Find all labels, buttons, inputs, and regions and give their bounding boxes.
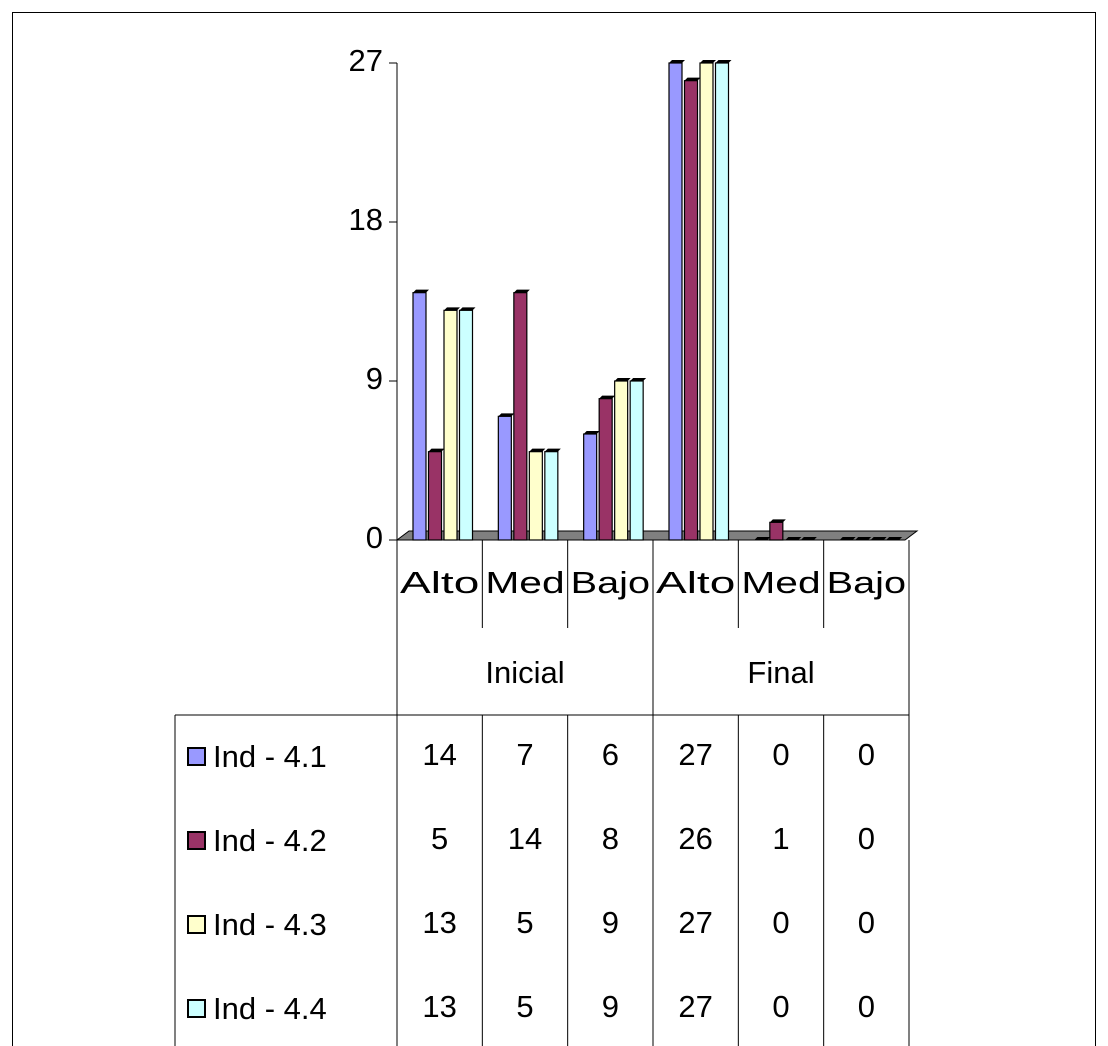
table-value: 14 xyxy=(508,821,542,856)
table-value: 14 xyxy=(422,737,456,772)
bar-top xyxy=(599,395,616,399)
table-value: 0 xyxy=(772,737,789,772)
bar xyxy=(769,521,784,541)
bar-top xyxy=(614,378,631,381)
table-value: 5 xyxy=(516,989,533,1024)
bar-top xyxy=(700,60,716,63)
bar-top xyxy=(459,307,476,311)
bar-top xyxy=(669,60,685,63)
bar xyxy=(668,62,683,541)
table-value: 0 xyxy=(772,905,789,940)
bar xyxy=(614,380,629,541)
bar-top xyxy=(444,307,460,311)
table-value: 27 xyxy=(678,905,712,940)
table-value: 13 xyxy=(422,989,456,1024)
bar xyxy=(528,451,543,541)
bar xyxy=(513,292,528,541)
bar-top xyxy=(855,537,872,540)
bar-top xyxy=(428,448,445,452)
table-value: 0 xyxy=(858,737,875,772)
bar-top xyxy=(715,60,732,63)
table-value: 0 xyxy=(858,821,875,856)
bar xyxy=(683,80,699,541)
legend-label: Ind - 4.2 xyxy=(213,823,327,858)
x-tick-label: Alto xyxy=(400,565,479,600)
y-tick-label: 27 xyxy=(349,43,383,78)
bar xyxy=(598,398,613,541)
bar-top xyxy=(785,537,802,540)
x-tick-label: Bajo xyxy=(571,565,650,600)
bar xyxy=(583,433,598,541)
bar xyxy=(443,309,458,541)
floor xyxy=(395,530,919,541)
bar-top xyxy=(544,448,561,452)
legend-key xyxy=(187,915,206,934)
bar-top xyxy=(583,431,600,434)
legend-key xyxy=(187,999,206,1018)
table-value: 27 xyxy=(678,989,712,1024)
bar-top xyxy=(630,378,647,381)
legend-label: Ind - 4.4 xyxy=(213,991,327,1026)
bar xyxy=(412,292,427,541)
x-tick-label: Med xyxy=(485,565,564,600)
legend-label: Ind - 4.3 xyxy=(213,907,327,942)
bar-top xyxy=(498,413,515,417)
table-value: 9 xyxy=(602,905,619,940)
bar xyxy=(714,62,730,541)
y-tick-label: 9 xyxy=(366,361,383,396)
group-label: Inicial xyxy=(485,655,564,690)
bar-top xyxy=(684,77,701,81)
bar-top xyxy=(839,537,856,540)
table-value: 1 xyxy=(772,821,789,856)
group-label: Final xyxy=(747,655,814,690)
bar-top xyxy=(413,289,429,293)
bar-top xyxy=(754,537,771,540)
bar xyxy=(497,415,512,541)
table-value: 8 xyxy=(602,821,619,856)
x-tick-label: Med xyxy=(741,565,820,600)
table-value: 5 xyxy=(516,905,533,940)
bar-top xyxy=(870,537,887,540)
bar-top xyxy=(769,519,786,523)
y-tick-label: 18 xyxy=(349,202,383,237)
bar xyxy=(544,451,559,541)
bar xyxy=(629,380,644,541)
table-value: 27 xyxy=(678,737,712,772)
legend-key xyxy=(187,747,206,766)
table-value: 26 xyxy=(678,821,712,856)
y-tick-label: 0 xyxy=(366,520,383,555)
table-value: 13 xyxy=(422,905,456,940)
bar xyxy=(699,62,714,541)
legend-label: Ind - 4.1 xyxy=(213,739,327,774)
bar-top xyxy=(513,289,530,293)
table-value: 5 xyxy=(431,821,448,856)
x-tick-label: Alto xyxy=(656,565,735,600)
table-value: 6 xyxy=(602,737,619,772)
bar-top xyxy=(800,537,817,540)
x-tick-label: Bajo xyxy=(827,565,906,600)
bar xyxy=(458,309,474,541)
table-value: 0 xyxy=(858,989,875,1024)
bar-top xyxy=(529,448,546,452)
legend-key xyxy=(187,831,206,850)
table-value: 7 xyxy=(516,737,533,772)
table-value: 0 xyxy=(772,989,789,1024)
table-value: 0 xyxy=(858,905,875,940)
bar xyxy=(427,451,443,541)
table-value: 9 xyxy=(602,989,619,1024)
bar-top xyxy=(886,537,903,540)
